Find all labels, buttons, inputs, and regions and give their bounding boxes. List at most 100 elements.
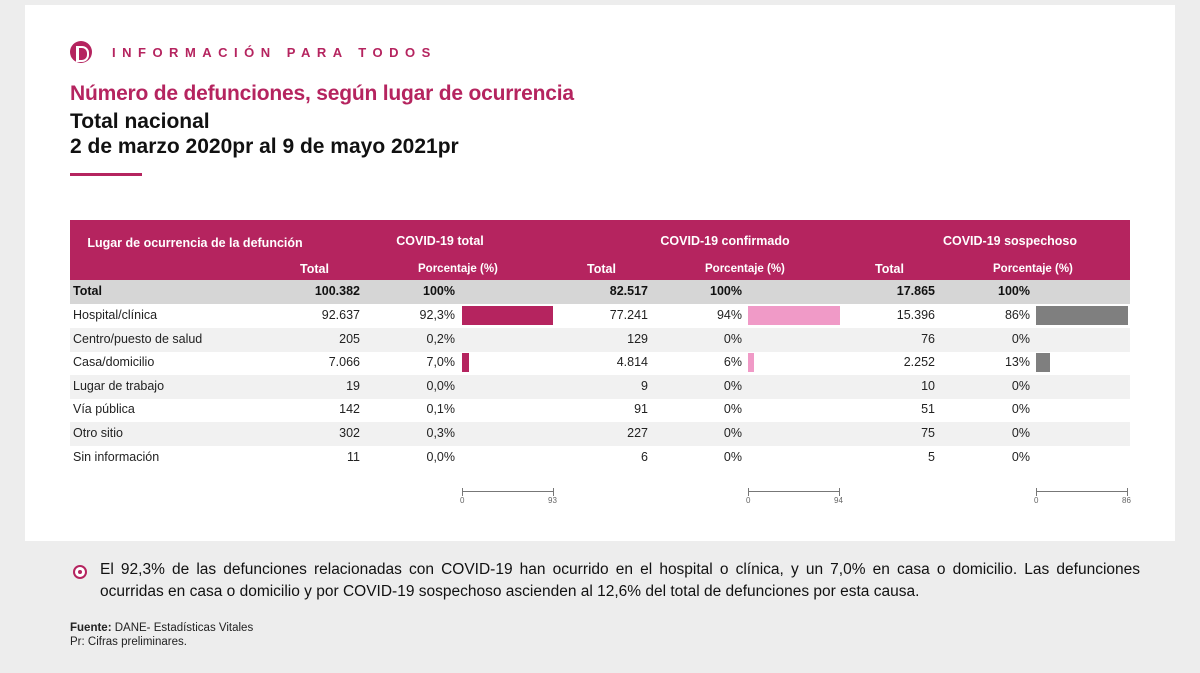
row-label: Centro/puesto de salud (73, 331, 203, 346)
cell-pct-3: 0% (1011, 426, 1030, 440)
subheader-total-3: Total (875, 262, 904, 276)
cell-total-1: 19 (346, 378, 360, 393)
cell-total-3: 17.865 (896, 284, 935, 298)
page-subtitle: Total nacional 2 de marzo 2020pr al 9 de… (70, 109, 459, 159)
cell-pct-3: 0% (1011, 449, 1030, 464)
cell-pct-2: 100% (710, 284, 742, 298)
table-row: Sin información 11 0,0% 6 0% 5 0% (70, 446, 1130, 470)
table-row: Vía pública 142 0,1% 91 0% 51 0% (70, 398, 1130, 422)
cell-pct-1: 0,2% (426, 331, 456, 346)
bar-confirmed (748, 306, 840, 325)
cell-pct-2: 6% (723, 355, 742, 370)
cell-total-1: 100.382 (314, 284, 360, 298)
source-label: Fuente: (70, 622, 112, 634)
cell-total-1: 205 (339, 331, 360, 346)
bar-total (462, 306, 554, 325)
row-label: Lugar de trabajo (73, 378, 165, 393)
cell-pct-1: 100% (423, 284, 455, 298)
bar-suspected (1036, 306, 1128, 325)
source-text: DANE- Estadísticas Vitales (111, 622, 254, 634)
cell-total-2: 9 (641, 378, 648, 393)
cell-pct-3: 100% (998, 284, 1030, 298)
table-header: Lugar de ocurrencia de la defunción COVI… (70, 220, 1130, 280)
cell-pct-3: 86% (1004, 308, 1030, 322)
group-header-confirmed: COVID-19 confirmado (660, 234, 790, 248)
scale-min-total: 0 (460, 496, 465, 505)
row-label: Hospital/clínica (73, 308, 158, 322)
row-label: Casa/domicilio (73, 355, 155, 370)
table-row: Lugar de trabajo 19 0,0% 9 0% 10 0% (70, 374, 1130, 399)
row-label: Sin información (73, 449, 160, 464)
subtitle-scope: Total nacional (70, 110, 210, 133)
dane-logo-icon (70, 41, 92, 63)
brand-tagline: INFORMACIÓN PARA TODOS (112, 45, 437, 60)
bar-total (462, 353, 469, 373)
page-title: Número de defunciones, según lugar de oc… (70, 82, 574, 105)
cell-total-3: 15.396 (896, 308, 935, 322)
row-label: Otro sitio (73, 426, 124, 440)
cell-total-1: 92.637 (321, 308, 360, 322)
subheader-total-2: Total (587, 262, 616, 276)
table-row: Hospital/clínica 92.637 92,3% 77.241 94% 15.3… (70, 304, 1130, 328)
preliminary-note: Pr: Cifras preliminares. (70, 636, 187, 648)
group-header-total: COVID-19 total (396, 234, 484, 248)
bullet-icon (73, 565, 87, 579)
bar-suspected (1036, 353, 1050, 373)
cell-pct-1: 92,3% (419, 308, 455, 322)
cell-total-2: 77.241 (609, 308, 648, 322)
cell-pct-3: 0% (1011, 378, 1030, 393)
subheader-pct-2: Porcentaje (%) (705, 263, 785, 275)
cell-total-1: 11 (347, 449, 360, 464)
cell-pct-1: 0,0% (426, 449, 456, 464)
cell-pct-1: 0,3% (426, 426, 456, 440)
scale-axis-confirmed (748, 488, 840, 500)
cell-pct-3: 13% (1004, 355, 1030, 370)
cell-total-1: 142 (339, 402, 360, 417)
scale-axis-suspected (1036, 488, 1128, 500)
cell-total-3: 51 (921, 402, 935, 417)
cell-pct-1: 0,0% (426, 378, 456, 393)
cell-total-3: 10 (921, 378, 935, 393)
table-row: Centro/puesto de salud 205 0,2% 129 0% 76 0% (70, 327, 1130, 352)
cell-total-2: 82.517 (609, 284, 648, 298)
cell-total-3: 75 (921, 426, 935, 440)
cell-pct-2: 0% (723, 426, 742, 440)
scale-max-confirmed: 94 (834, 496, 843, 505)
scale-min-confirmed: 0 (746, 496, 751, 505)
subheader-pct-1: Porcentaje (%) (418, 263, 498, 275)
cell-pct-3: 0% (1011, 402, 1030, 417)
cell-total-2: 6 (641, 449, 648, 464)
frame-right (1175, 0, 1200, 673)
scale-axis-total (462, 488, 554, 500)
cell-total-2: 4.814 (616, 355, 648, 370)
scale-max-suspected: 86 (1122, 496, 1131, 505)
summary-panel: El 92,3% de las defunciones relacionadas… (25, 541, 1175, 650)
scale-min-suspected: 0 (1034, 496, 1039, 505)
table-total-row: Total 100.382 100% 82.517 100% 17.865 10… (70, 280, 1130, 304)
cell-total-2: 227 (627, 426, 648, 440)
cell-pct-1: 0,1% (426, 402, 456, 417)
cell-pct-2: 0% (723, 449, 742, 464)
scale-max-total: 93 (548, 496, 557, 505)
source-note: Fuente: DANE- Estadísticas Vitales Pr: C… (70, 621, 253, 649)
table-row: Otro sitio 302 0,3% 227 0% 75 0% (70, 422, 1130, 446)
row-label: Vía pública (73, 402, 135, 417)
cell-pct-2: 94% (716, 308, 742, 322)
summary-text: El 92,3% de las defunciones relacionadas… (100, 561, 1140, 600)
col-header-place: Lugar de ocurrencia de la defunción (87, 236, 303, 250)
subheader-total-1: Total (300, 262, 329, 276)
group-header-suspected: COVID-19 sospechoso (942, 234, 1078, 248)
row-label: Total (73, 284, 102, 298)
cell-total-3: 2.252 (903, 355, 935, 370)
cell-pct-2: 0% (723, 402, 742, 417)
cell-pct-1: 7,0% (426, 355, 456, 370)
cell-pct-2: 0% (723, 331, 742, 346)
cell-pct-2: 0% (723, 378, 742, 393)
frame-left (0, 0, 25, 673)
frame-bottom (0, 650, 1200, 673)
cell-total-1: 302 (339, 426, 360, 440)
cell-pct-3: 0% (1011, 331, 1030, 346)
bar-confirmed (748, 353, 754, 373)
cell-total-2: 129 (627, 331, 648, 346)
table-row: Casa/domicilio 7.066 7,0% 4.814 6% 2.252 13% (70, 351, 1130, 375)
